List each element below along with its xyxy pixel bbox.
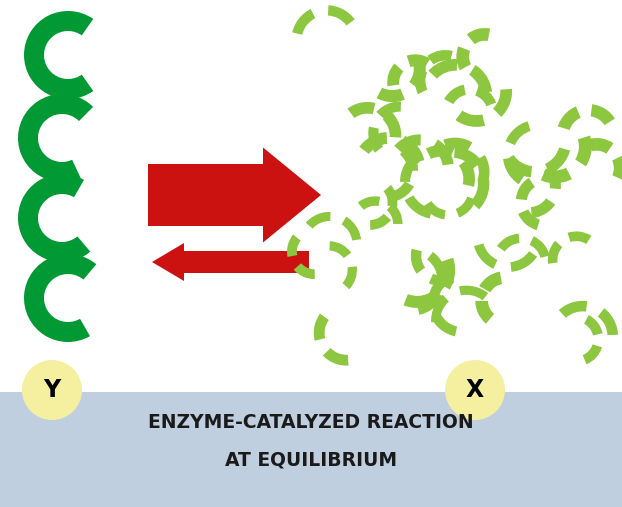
Wedge shape [428, 276, 447, 302]
Wedge shape [376, 101, 401, 119]
Wedge shape [341, 216, 361, 240]
Circle shape [445, 360, 505, 420]
Wedge shape [390, 182, 414, 202]
Wedge shape [506, 121, 531, 145]
Text: X: X [466, 378, 484, 402]
Wedge shape [343, 266, 357, 289]
Wedge shape [24, 11, 93, 99]
Wedge shape [531, 198, 555, 218]
Wedge shape [443, 138, 472, 152]
Wedge shape [541, 168, 572, 183]
Text: AT EQUILIBRIUM: AT EQUILIBRIUM [225, 451, 397, 469]
Wedge shape [558, 106, 581, 130]
Wedge shape [384, 185, 397, 207]
Wedge shape [427, 252, 447, 279]
Wedge shape [480, 272, 502, 293]
Wedge shape [476, 155, 490, 184]
Wedge shape [323, 348, 348, 366]
Wedge shape [467, 28, 490, 44]
Wedge shape [417, 292, 443, 315]
Wedge shape [588, 138, 613, 154]
Wedge shape [432, 139, 453, 165]
Wedge shape [376, 88, 405, 102]
Wedge shape [429, 59, 457, 79]
Wedge shape [511, 251, 537, 272]
Wedge shape [400, 147, 418, 171]
Wedge shape [18, 94, 93, 182]
Wedge shape [328, 5, 355, 25]
Wedge shape [409, 62, 426, 89]
Wedge shape [454, 147, 482, 168]
Wedge shape [411, 249, 425, 274]
Wedge shape [426, 145, 455, 159]
Wedge shape [306, 212, 330, 229]
Wedge shape [475, 86, 496, 106]
Wedge shape [405, 195, 432, 219]
Text: ENZYME-CATALYZED REACTION: ENZYME-CATALYZED REACTION [148, 413, 474, 431]
Wedge shape [292, 9, 315, 35]
Wedge shape [431, 295, 449, 322]
Wedge shape [360, 132, 388, 154]
Wedge shape [407, 54, 430, 69]
Wedge shape [518, 209, 540, 230]
Wedge shape [400, 136, 424, 163]
Wedge shape [559, 301, 587, 318]
Wedge shape [598, 308, 618, 335]
Wedge shape [429, 273, 454, 286]
Wedge shape [545, 148, 570, 174]
Wedge shape [330, 241, 351, 258]
Wedge shape [456, 197, 476, 218]
Wedge shape [469, 65, 492, 93]
Wedge shape [18, 174, 90, 262]
Wedge shape [503, 158, 524, 184]
Wedge shape [400, 154, 420, 182]
Wedge shape [591, 104, 615, 125]
Bar [148, 164, 263, 226]
Wedge shape [493, 89, 512, 117]
Wedge shape [530, 236, 550, 258]
Wedge shape [348, 102, 375, 118]
Bar [184, 251, 309, 273]
Wedge shape [575, 135, 592, 166]
Wedge shape [459, 159, 475, 187]
Wedge shape [388, 63, 404, 86]
Wedge shape [313, 314, 329, 341]
Wedge shape [415, 68, 427, 94]
Wedge shape [439, 258, 455, 289]
Polygon shape [263, 148, 321, 242]
Bar [0, 392, 622, 507]
Text: Y: Y [44, 378, 60, 402]
Wedge shape [287, 235, 301, 257]
Wedge shape [387, 203, 402, 224]
Wedge shape [24, 254, 96, 342]
Wedge shape [394, 134, 421, 153]
Wedge shape [457, 46, 471, 70]
Wedge shape [424, 201, 445, 220]
Circle shape [22, 360, 82, 420]
Wedge shape [544, 164, 561, 189]
Wedge shape [497, 234, 519, 251]
Wedge shape [459, 285, 488, 300]
Wedge shape [516, 178, 535, 200]
Wedge shape [368, 127, 383, 153]
Wedge shape [383, 111, 401, 137]
Wedge shape [504, 155, 532, 177]
Wedge shape [432, 314, 457, 336]
Wedge shape [427, 50, 453, 64]
Wedge shape [475, 301, 494, 323]
Wedge shape [474, 243, 498, 269]
Wedge shape [455, 111, 485, 127]
Wedge shape [404, 293, 435, 308]
Wedge shape [444, 85, 466, 104]
Wedge shape [612, 155, 622, 180]
Wedge shape [370, 214, 391, 230]
Wedge shape [583, 344, 602, 365]
Wedge shape [584, 315, 603, 336]
Polygon shape [152, 243, 184, 281]
Wedge shape [471, 179, 490, 209]
Wedge shape [294, 263, 315, 279]
Wedge shape [548, 241, 562, 264]
Wedge shape [567, 231, 592, 244]
Wedge shape [358, 196, 380, 210]
